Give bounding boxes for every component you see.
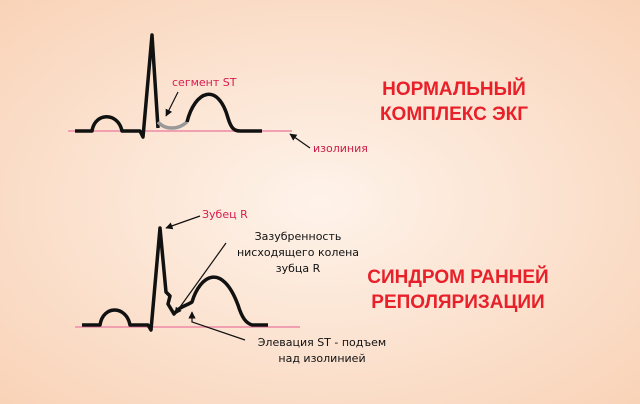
title-line: СИНДРОМ РАННЕЙ [367, 266, 548, 288]
arrow [174, 242, 227, 315]
elevation-label: Элевация ST - подъем [258, 336, 386, 349]
title-line: НОРМАЛЬНЫЙ [382, 78, 526, 100]
segment-label: сегмент ST [172, 76, 237, 89]
isoline-label: изолиния [313, 142, 368, 155]
elevation-label: над изолинией [278, 352, 365, 365]
notch-label: зубца R [276, 262, 321, 275]
title-line: КОМПЛЕКС ЭКГ [380, 104, 528, 125]
r-wave-label: Зубец R [202, 208, 248, 221]
arrow [188, 311, 246, 341]
ecg-early [82, 226, 268, 332]
notch-label: нисходящего колена [237, 246, 359, 259]
arrow [165, 215, 201, 230]
arrow [165, 91, 179, 117]
arrow [289, 133, 311, 149]
st-segment [156, 120, 189, 130]
notch-label: Зазубренность [255, 230, 342, 243]
ecg-normal [75, 33, 160, 139]
title-line: РЕПОЛЯРИЗАЦИИ [371, 292, 544, 313]
t-wave [185, 92, 262, 133]
